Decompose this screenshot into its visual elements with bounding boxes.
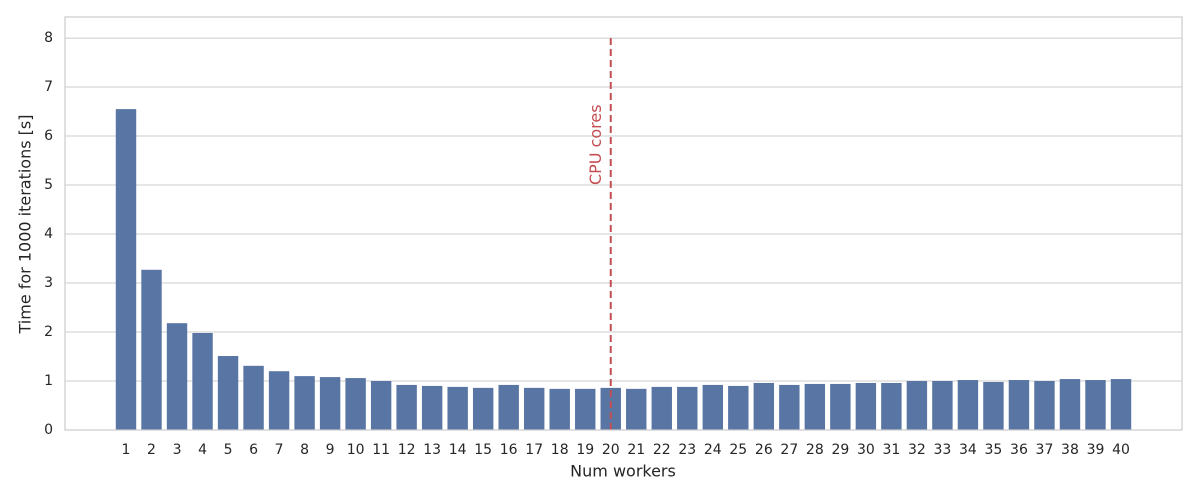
bar [1034,381,1055,430]
y-axis-label: Time for 1000 iterations [s] [16,115,35,335]
x-tick-label: 12 [398,442,416,458]
bar [957,380,979,430]
bar [779,384,800,430]
bar [115,109,137,431]
y-tick-label: 2 [44,324,53,340]
bar [472,387,494,430]
x-tick-label: 25 [729,442,747,458]
bar [447,386,468,430]
bar [753,382,775,430]
bar [626,388,647,430]
x-tick-label: 34 [959,442,977,458]
x-tick-label: 29 [831,442,849,458]
x-tick-label: 5 [224,442,233,458]
x-tick-label: 6 [249,442,258,458]
bar [804,383,826,430]
x-tick-label: 40 [1112,442,1130,458]
x-tick-label: 31 [882,442,900,458]
bar [370,381,392,430]
x-tick-label: 14 [449,442,467,458]
bar [498,384,519,430]
bar [830,383,851,430]
bar [294,376,315,430]
x-tick-label: 15 [474,442,492,458]
x-tick-label: 7 [275,442,284,458]
y-tick-label: 6 [44,128,53,144]
x-tick-label: 38 [1061,442,1079,458]
x-tick-label: 20 [602,442,620,458]
reference-label: CPU cores [586,104,605,185]
x-tick-label: 24 [704,442,722,458]
x-tick-label: 27 [780,442,798,458]
x-tick-label: 3 [173,442,182,458]
x-tick-label: 16 [500,442,518,458]
x-tick-label: 17 [525,442,543,458]
bar [881,382,902,430]
bar [575,388,596,430]
y-tick-label: 3 [44,275,53,291]
bar [141,269,162,430]
bar [906,381,928,430]
bar [1008,380,1030,430]
bar [396,384,417,430]
x-tick-label: 11 [372,442,390,458]
x-tick-label: 4 [198,442,207,458]
bar [1085,380,1106,430]
x-tick-label: 2 [147,442,156,458]
x-tick-label: 10 [347,442,365,458]
bar [345,378,366,430]
x-tick-label: 19 [576,442,594,458]
x-tick-label: 30 [857,442,875,458]
bar [651,386,672,430]
bar [677,386,698,430]
axes-frame [64,16,1183,431]
x-tick-label: 32 [908,442,926,458]
bar [421,385,443,430]
bar [855,382,877,430]
x-tick-label: 26 [755,442,773,458]
bar [319,377,341,430]
x-tick-label: 28 [806,442,824,458]
x-tick-label: 8 [300,442,309,458]
y-tick-label: 0 [44,422,53,438]
x-tick-label: 9 [326,442,335,458]
x-tick-label: 23 [678,442,696,458]
x-tick-label: 36 [1010,442,1028,458]
x-axis-label: Num workers [570,462,676,481]
x-tick-label: 1 [122,442,131,458]
y-tick-label: 7 [44,79,53,95]
bar [1059,379,1081,430]
y-tick-label: 5 [44,177,53,193]
x-tick-label: 22 [653,442,671,458]
x-tick-label: 13 [423,442,441,458]
x-tick-label: 21 [627,442,645,458]
bar [702,384,723,430]
y-tick-label: 4 [44,226,53,242]
x-tick-label: 18 [551,442,569,458]
bar [549,388,570,430]
bar [932,381,953,430]
bar [166,323,188,430]
bar [268,371,290,430]
y-tick-label: 8 [44,30,53,46]
bar [728,385,749,430]
y-tick-label: 1 [44,373,53,389]
x-tick-label: 35 [985,442,1003,458]
bar [983,381,1004,430]
x-tick-label: 39 [1087,442,1105,458]
x-tick-label: 33 [933,442,951,458]
bar [217,356,239,430]
x-tick-label: 37 [1036,442,1054,458]
bar [243,365,264,430]
bar [1110,379,1132,430]
bar [600,387,621,430]
bar [524,387,545,430]
bar [192,332,213,430]
